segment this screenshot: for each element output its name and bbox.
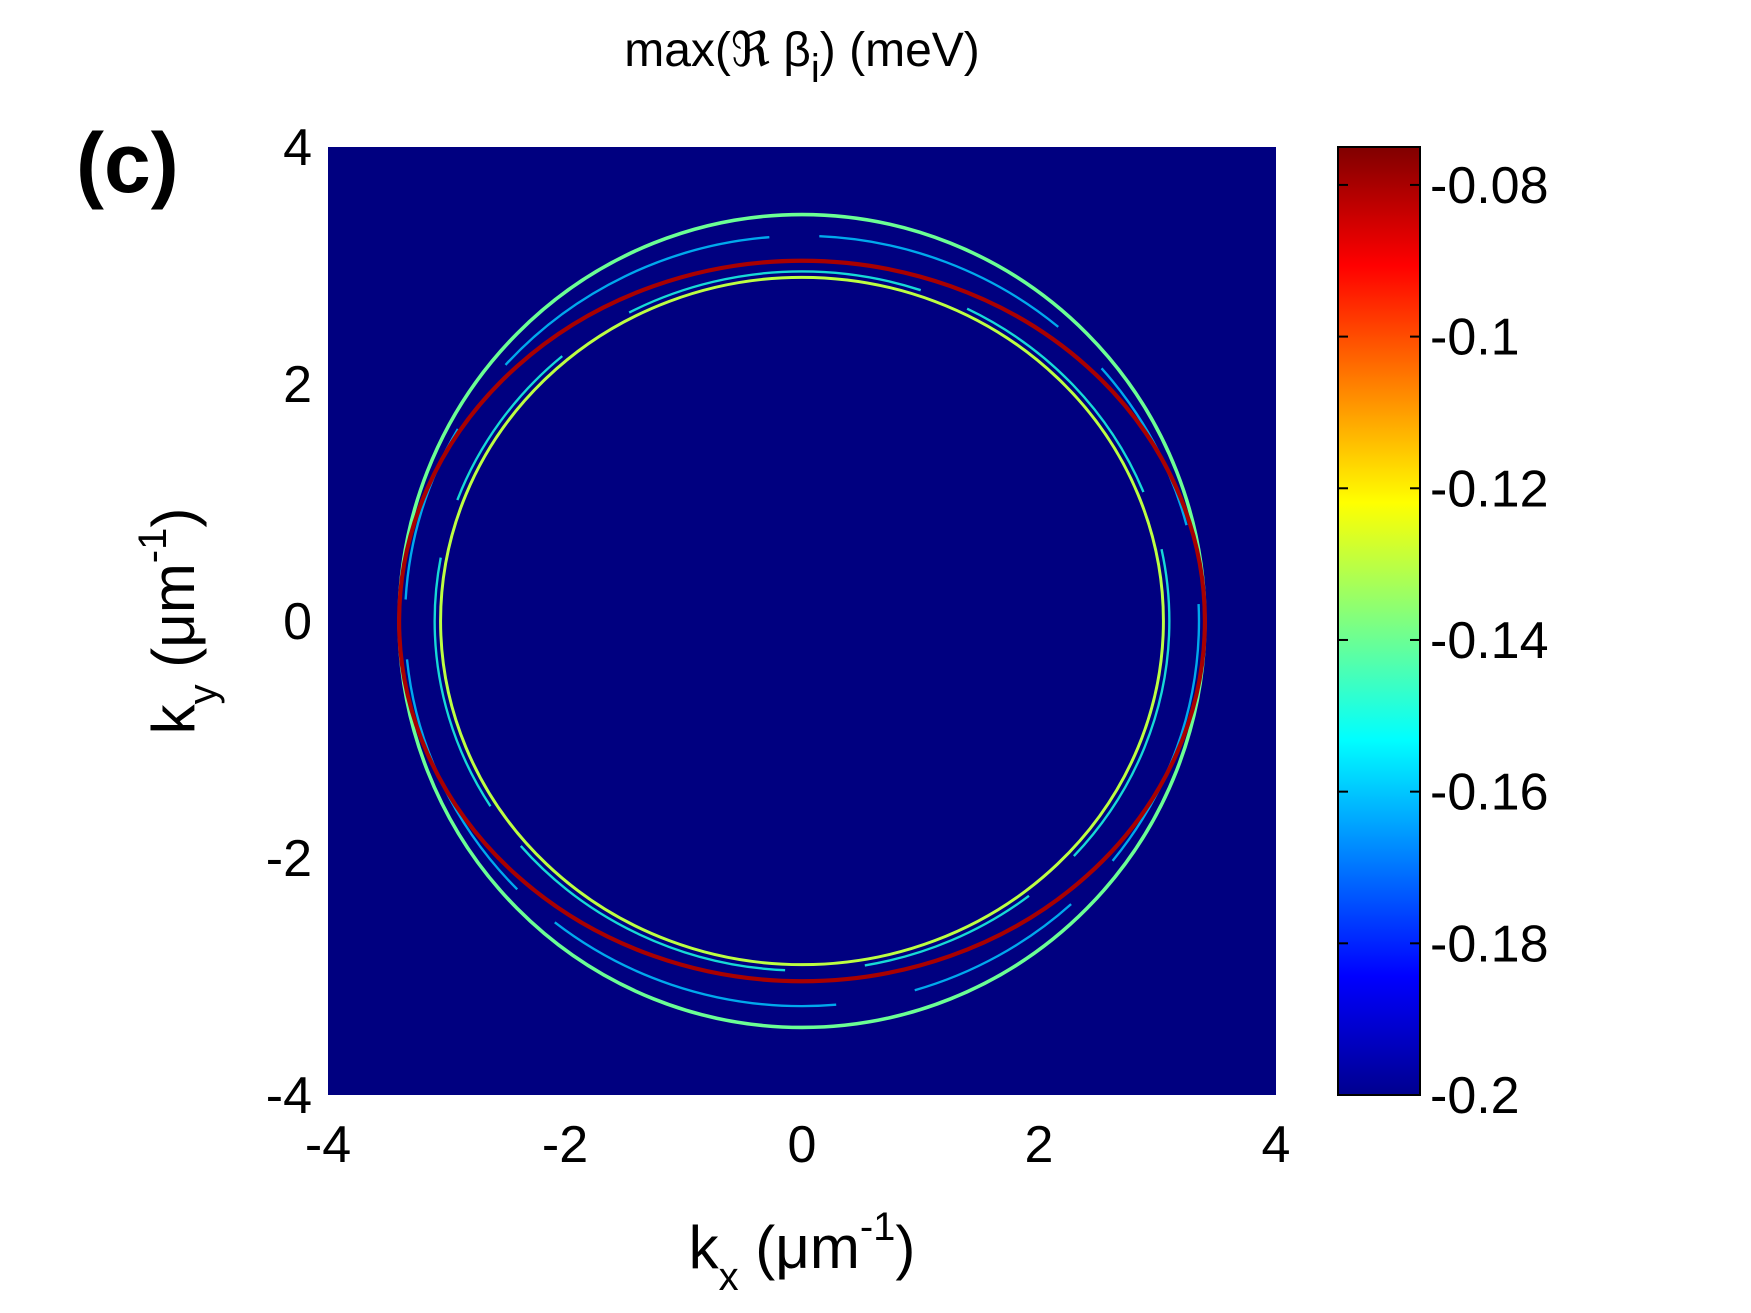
ring-4: [439, 275, 1165, 967]
panel-label: (c): [76, 116, 179, 210]
ring-1: [403, 234, 1201, 1008]
y-tick-label: 0: [283, 593, 312, 651]
x-tick-label: 0: [788, 1116, 817, 1174]
x-tick-label: 4: [1262, 1116, 1291, 1174]
ylabel-sub: y: [181, 684, 225, 704]
x-tick-label: -4: [305, 1116, 351, 1174]
colorbar-tick-label: -0.12: [1430, 460, 1549, 518]
y-tick-label: 4: [283, 119, 312, 177]
title-var: β: [770, 24, 811, 77]
x-tick-label: 2: [1025, 1116, 1054, 1174]
title-suffix: ) (meV): [820, 24, 980, 77]
xlabel-unit: (μm: [739, 1214, 860, 1281]
colorbar-tick-label: -0.1: [1430, 309, 1520, 367]
heatmap-background: [328, 147, 1276, 1095]
colorbar-tick-label: -0.18: [1430, 915, 1549, 973]
title-symbol: ℜ: [731, 24, 770, 77]
xlabel-end: ): [895, 1214, 915, 1281]
colorbar: [1337, 146, 1421, 1096]
colorbar-ticks: -0.08 -0.1 -0.12 -0.14 -0.16 -0.18 -0.2: [1338, 157, 1549, 1125]
x-tick-labels: -4 -2 0 2 4: [305, 1116, 1291, 1174]
colorbar-tick-label: -0.16: [1430, 764, 1549, 822]
xlabel-sup: -1: [860, 1205, 896, 1249]
colorbar-tick-label: -0.14: [1430, 612, 1549, 670]
ylabel-end: ): [140, 508, 207, 528]
xlabel-main: k: [689, 1214, 720, 1281]
xlabel-sub: x: [719, 1255, 739, 1299]
y-axis-label: ky (μm-1): [131, 508, 225, 735]
x-axis-label: kx (μm-1): [689, 1205, 916, 1299]
y-tick-label: -2: [266, 830, 312, 888]
ring-2: [397, 258, 1207, 984]
colorbar-tick-label: -0.2: [1430, 1067, 1520, 1125]
ylabel-sup: -1: [131, 528, 175, 564]
y-tick-label: 2: [283, 356, 312, 414]
ring-3: [433, 270, 1171, 972]
colorbar-tick-label: -0.08: [1430, 157, 1549, 215]
chart-title: max(ℜ βi) (meV): [624, 24, 980, 91]
y-tick-label: -4: [266, 1067, 312, 1125]
ylabel-main: k: [140, 703, 207, 734]
y-tick-labels: -4 -2 0 2 4: [266, 119, 312, 1125]
title-prefix: max(: [624, 24, 731, 77]
x-tick-label: -2: [542, 1116, 588, 1174]
heatmap-rings: [397, 212, 1207, 1030]
ylabel-unit: (μm: [140, 563, 207, 684]
title-sub: i: [811, 47, 820, 91]
